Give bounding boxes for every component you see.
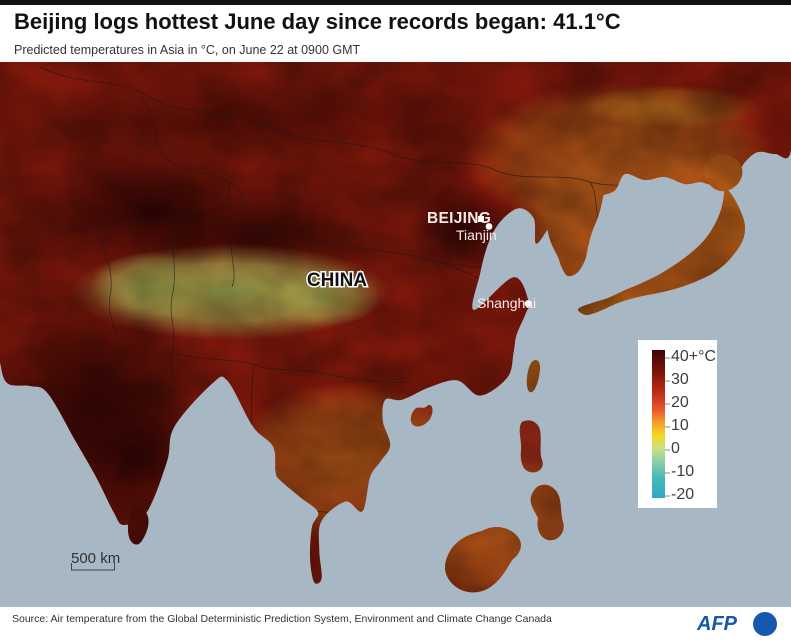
svg-text:Shanghai: Shanghai xyxy=(477,295,536,311)
svg-text:CHINA: CHINA xyxy=(307,270,367,291)
svg-text:0: 0 xyxy=(671,440,680,457)
svg-text:Tianjin: Tianjin xyxy=(456,227,497,243)
svg-text:20: 20 xyxy=(671,394,689,411)
svg-text:500 km: 500 km xyxy=(71,550,120,567)
svg-text:30: 30 xyxy=(671,371,689,388)
svg-text:40+°C: 40+°C xyxy=(671,348,716,365)
svg-text:-10: -10 xyxy=(671,463,694,480)
svg-text:10: 10 xyxy=(671,417,689,434)
svg-text:-20: -20 xyxy=(671,486,694,503)
svg-text:AFP: AFP xyxy=(697,613,738,635)
